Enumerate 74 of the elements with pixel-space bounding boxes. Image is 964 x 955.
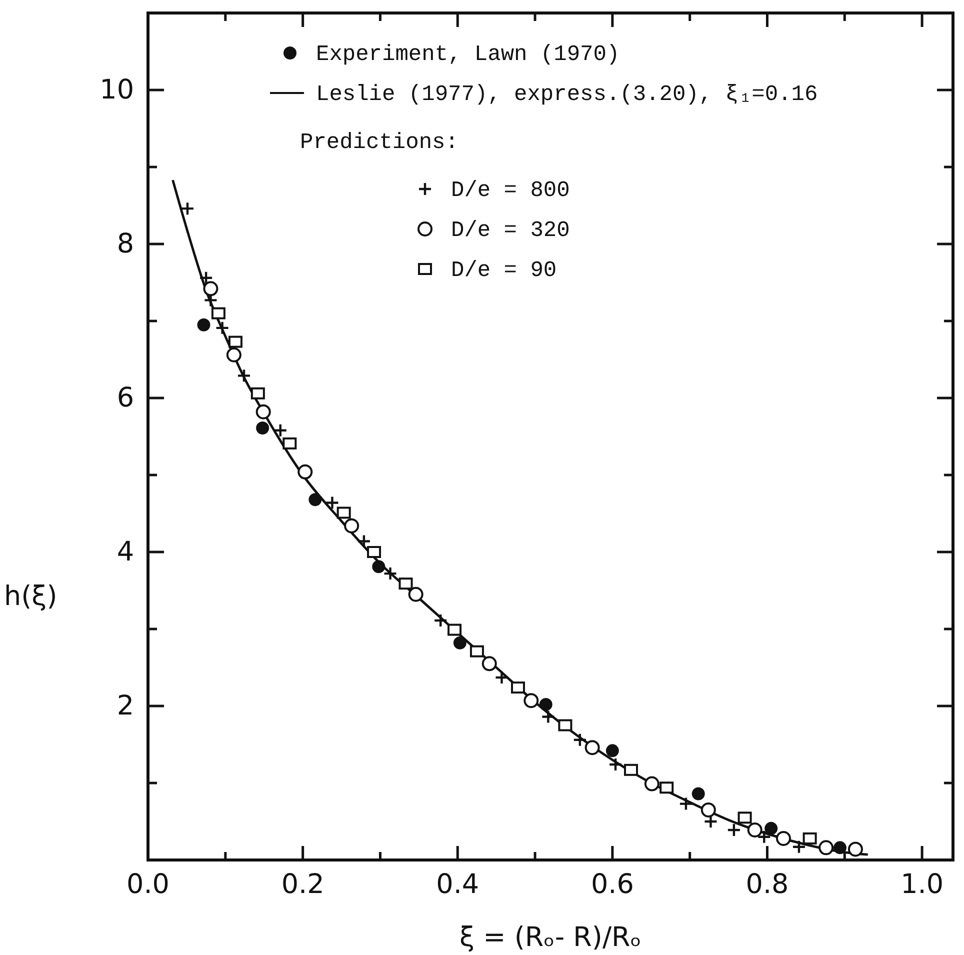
point: [398, 578, 413, 590]
point: [482, 656, 497, 672]
point: [510, 682, 525, 694]
point: [344, 518, 360, 534]
y-tick-label: 2: [116, 690, 134, 722]
point: [325, 496, 340, 510]
point: [356, 534, 372, 548]
point: [726, 822, 742, 838]
point: [818, 840, 834, 856]
x-tick-label: 0.6: [590, 869, 634, 900]
x-tick-label: 1.0: [900, 869, 944, 900]
legend-label: D/e = 90: [451, 258, 557, 283]
point: [273, 423, 288, 438]
point: [558, 719, 572, 732]
point: [236, 368, 252, 383]
point: [700, 802, 716, 818]
x-tick-label: 0.4: [436, 869, 480, 900]
point: [336, 506, 351, 519]
point: [256, 404, 271, 420]
legend-label: Experiment, Lawn (1970): [316, 42, 620, 67]
point: [433, 613, 448, 628]
point: [383, 566, 398, 581]
point: [215, 320, 230, 336]
y-tick-label: 4: [116, 536, 134, 568]
point: [802, 832, 817, 844]
legend-label: D/e = 800: [451, 178, 570, 203]
y-tick-label: 10: [100, 74, 134, 106]
point: [776, 830, 791, 846]
point: [453, 636, 466, 650]
point: [757, 830, 772, 844]
line-series: [172, 178, 870, 856]
legend-label: Leslie (1977), express.(3.20), ξ₁=0.16: [316, 82, 818, 107]
point: [692, 787, 705, 800]
point: [541, 710, 556, 724]
point: [792, 840, 806, 854]
point: [524, 693, 539, 708]
x-tick-label: 0.8: [746, 869, 789, 900]
point: [848, 842, 863, 857]
point: [298, 464, 313, 480]
point: [608, 757, 623, 772]
point: [660, 782, 674, 794]
point: [367, 546, 382, 558]
point: [584, 740, 600, 756]
point: [308, 493, 322, 506]
point: [644, 776, 660, 792]
point: [494, 670, 509, 685]
point: [764, 822, 778, 835]
point: [228, 336, 242, 348]
y-tick-label: 8: [116, 228, 134, 260]
point: [203, 281, 218, 296]
point: [470, 645, 484, 658]
point: [738, 812, 752, 824]
point: [606, 744, 619, 758]
point: [250, 387, 265, 400]
point: [256, 422, 270, 435]
point: [197, 318, 210, 332]
legend-title: Predictions:: [300, 130, 458, 155]
point: [624, 764, 638, 776]
point: [448, 624, 462, 636]
point: [180, 201, 195, 216]
point: [747, 822, 762, 838]
x-tick-label: 0.2: [281, 869, 324, 900]
point: [211, 307, 226, 320]
point: [408, 586, 424, 602]
x-tick-label: 0.0: [126, 869, 170, 900]
y-tick-label: 6: [116, 382, 134, 414]
y-axis-title: h(ξ): [4, 581, 58, 612]
x-axis-title: ξ = (Rₒ- R)/Rₒ: [460, 922, 642, 953]
legend-label: D/e = 320: [451, 218, 570, 243]
point: [282, 437, 297, 450]
point: [678, 796, 694, 811]
point: [572, 732, 588, 747]
point: [226, 347, 242, 362]
point: [198, 270, 214, 285]
